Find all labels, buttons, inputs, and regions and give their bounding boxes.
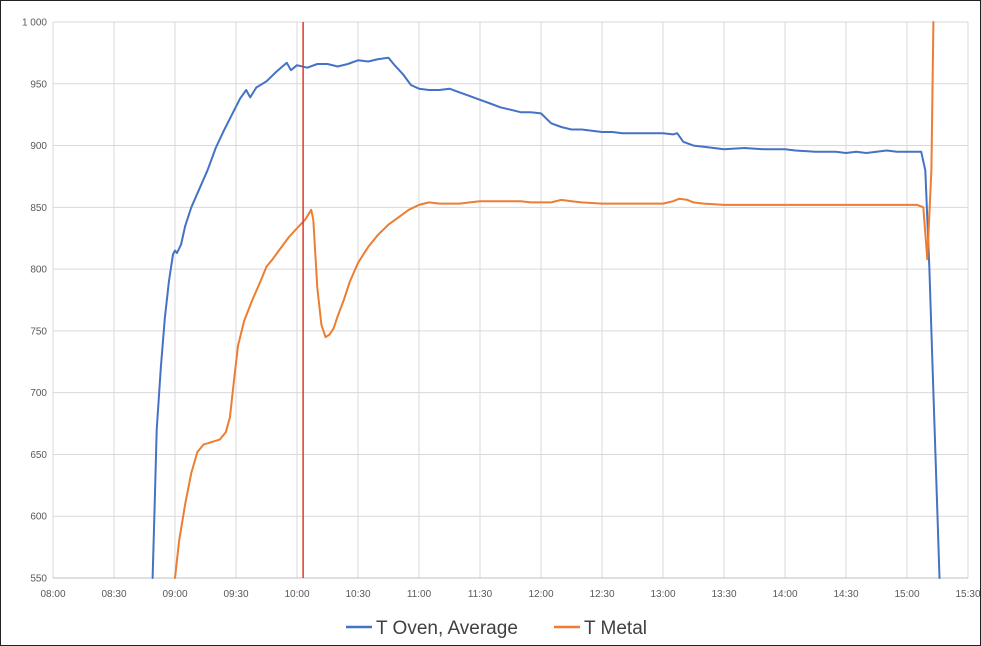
- x-tick-label: 09:00: [162, 589, 187, 600]
- legend-label-metal: T Metal: [584, 618, 647, 639]
- x-tick-label: 10:00: [284, 589, 309, 600]
- series-line-metal: [174, 21, 935, 579]
- x-tick-label: 13:30: [711, 589, 736, 600]
- x-tick-label: 09:30: [223, 589, 248, 600]
- x-axis-tick-labels: 08:00 08:30 09:00 09:30 10:00 10:30 11:00 11:30…: [40, 589, 980, 600]
- y-tick-label: 800: [30, 265, 47, 276]
- x-tick-label: 08:00: [40, 589, 65, 600]
- y-tick-label: 950: [30, 79, 47, 90]
- x-tick-label: 14:30: [833, 589, 858, 600]
- series-line-oven: [151, 56, 941, 579]
- x-tick-label: 15:30: [955, 589, 980, 600]
- horizontal-gridlines: [53, 21, 968, 579]
- y-tick-label: 900: [30, 141, 47, 152]
- x-tick-label: 08:30: [101, 589, 126, 600]
- legend: T Oven, Average T Metal: [346, 618, 647, 639]
- x-tick-label: 10:30: [345, 589, 370, 600]
- y-tick-label: 850: [30, 203, 47, 214]
- y-tick-label: 700: [30, 388, 47, 399]
- x-tick-label: 15:00: [894, 589, 919, 600]
- vertical-gridlines: [52, 22, 969, 578]
- x-tick-label: 14:00: [772, 589, 797, 600]
- legend-label-oven: T Oven, Average: [376, 618, 518, 639]
- x-tick-label: 12:30: [589, 589, 614, 600]
- y-tick-label: 750: [30, 326, 47, 337]
- y-tick-label: 550: [30, 574, 47, 585]
- x-tick-label: 11:30: [468, 589, 493, 600]
- y-axis-tick-labels: 550 600 650 700 750 800 850 900 950 1 000: [22, 18, 47, 585]
- x-tick-label: 13:00: [650, 589, 675, 600]
- x-tick-label: 11:00: [407, 589, 432, 600]
- series-layer: [151, 21, 941, 579]
- y-tick-label: 1 000: [22, 18, 47, 29]
- y-tick-label: 600: [30, 512, 47, 523]
- x-tick-label: 12:00: [528, 589, 553, 600]
- y-tick-label: 650: [30, 450, 47, 461]
